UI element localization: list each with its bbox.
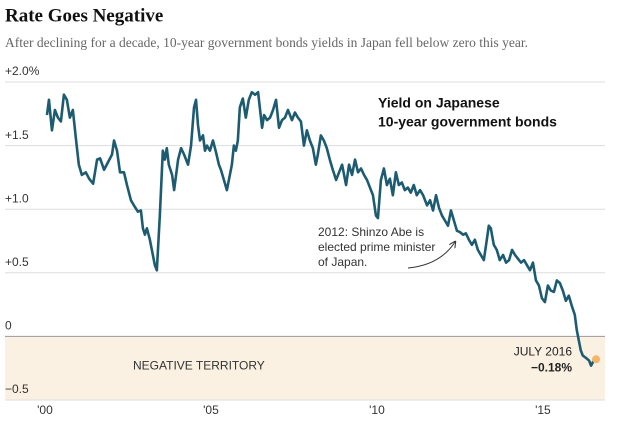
x-tick-label: '00 xyxy=(37,403,53,417)
highlight-dot xyxy=(592,355,601,364)
y-tick-label: +2.0% xyxy=(5,64,40,78)
negative-territory xyxy=(5,336,605,400)
annotation: 2012: Shinzo Abe is xyxy=(318,225,424,239)
y-tick-label: −0.5 xyxy=(5,382,29,396)
highlight-date: JULY 2016 xyxy=(514,345,573,359)
y-tick-label: +1.0 xyxy=(5,191,29,205)
yield-line xyxy=(45,90,597,367)
annotation: elected prime minister xyxy=(318,240,435,254)
chart-subtitle: After declining for a decade, 10-year go… xyxy=(5,35,528,50)
legend-label: Yield on Japanese xyxy=(378,95,500,111)
annotation: of Japan. xyxy=(318,255,367,269)
y-tick-label: 0 xyxy=(5,319,12,333)
annotation-arrow xyxy=(407,242,455,269)
highlight-value: −0.18% xyxy=(531,361,572,375)
x-tick-label: '10 xyxy=(369,403,385,417)
x-tick-label: '05 xyxy=(203,403,219,417)
negative-label: NEGATIVE TERRITORY xyxy=(133,359,265,373)
legend-label: 10-year government bonds xyxy=(378,114,557,130)
y-tick-label: +0.5 xyxy=(5,255,29,269)
chart-title: Rate Goes Negative xyxy=(5,5,163,26)
y-tick-label: +1.5 xyxy=(5,128,29,142)
x-tick-label: '15 xyxy=(535,403,551,417)
